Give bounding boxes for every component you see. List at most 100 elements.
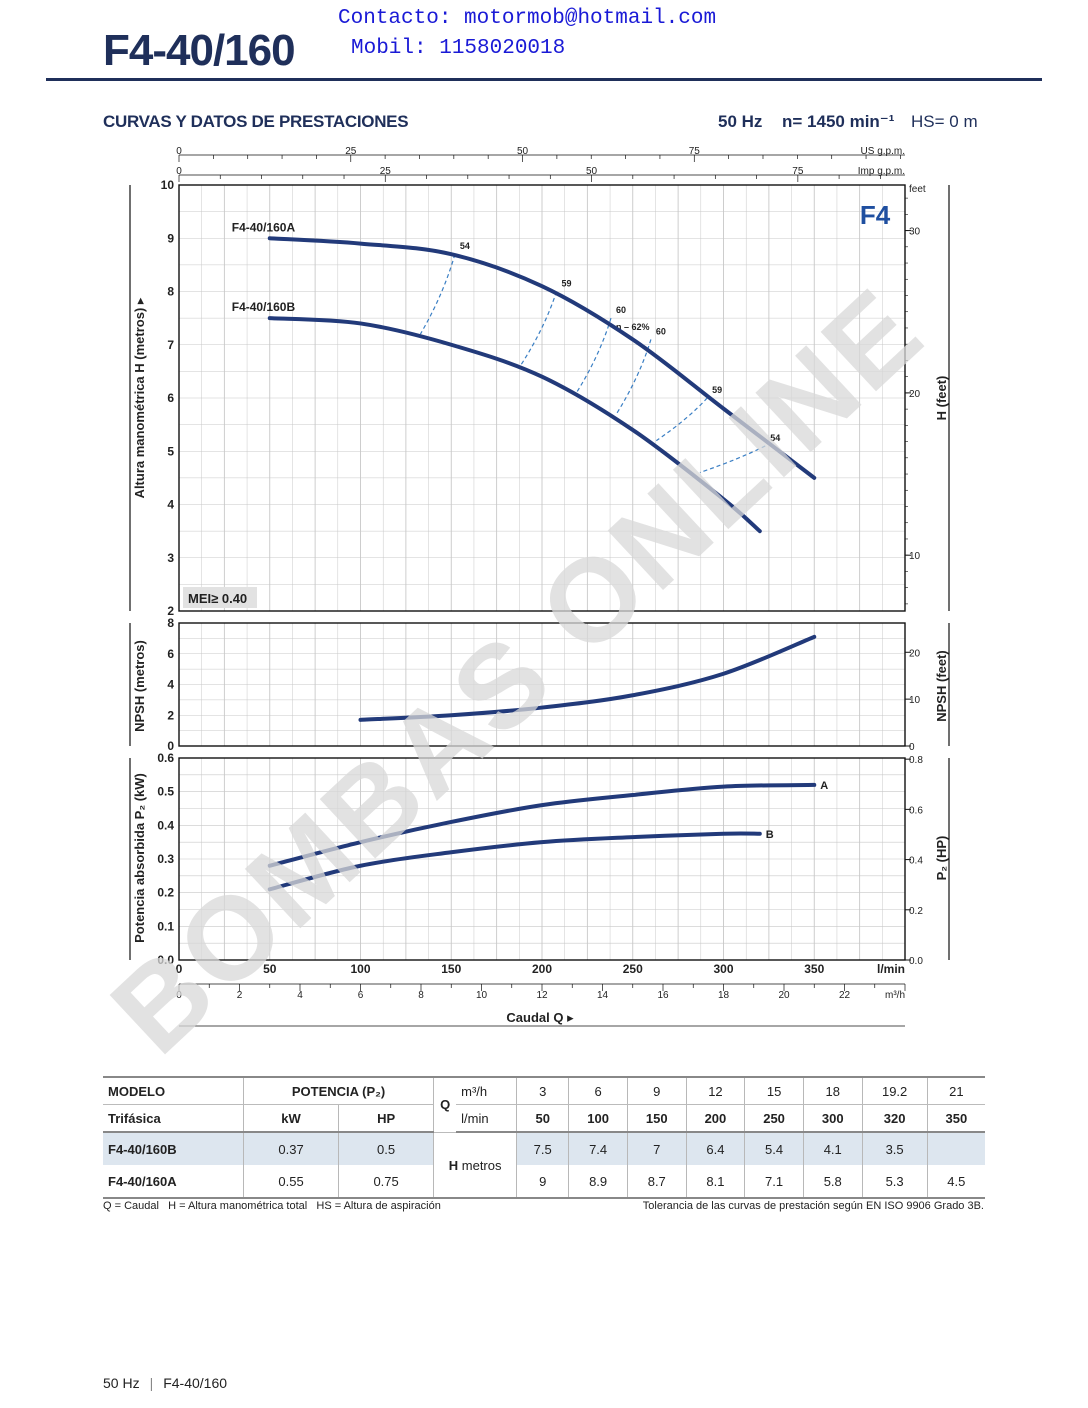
th-m3h: m³/h xyxy=(456,1076,518,1105)
right-axis-label: 10 xyxy=(909,695,921,706)
y-tick-label: 4 xyxy=(167,498,174,512)
right-axis-unit: feet xyxy=(909,184,926,195)
watermark: BOMBAS ONLINE xyxy=(87,263,949,1060)
panel-1-frame xyxy=(178,622,906,747)
m3h-tick-label: 12 xyxy=(536,990,548,1001)
spec-frequency: 50 Hz xyxy=(718,112,763,131)
x-axis-title: Caudal Q ▸ xyxy=(506,1010,574,1025)
y-axis-title-h: Altura manométrica H (metros) ▸ xyxy=(132,297,147,498)
th-lmin-2: 150 xyxy=(627,1104,687,1133)
y-axis-title-hp: P₂ (HP) xyxy=(934,836,949,881)
top-axis-label: 0 xyxy=(176,166,182,177)
th-lmin-0: 50 xyxy=(516,1104,570,1133)
y-tick-label: 10 xyxy=(161,178,175,192)
y-axis-title-power: Potencia absorbida P₂ (kW) xyxy=(132,773,147,943)
footer-model: F4-40/160 xyxy=(163,1375,228,1391)
mei-box xyxy=(183,587,257,608)
h-value: 7.1 xyxy=(744,1165,804,1199)
contact-mobile: Mobil: 1158020018 xyxy=(351,37,566,60)
right-axis-label: 20 xyxy=(909,648,921,659)
x-tick-label: 200 xyxy=(532,962,552,976)
right-axis-label: 0.6 xyxy=(909,805,923,816)
top-axis-unit: Imp g.p.m. xyxy=(858,166,905,177)
x-tick-label: 50 xyxy=(263,962,277,976)
h-value: 7.4 xyxy=(568,1132,628,1165)
y-tick-label: 0 xyxy=(167,739,174,753)
th-kw: kW xyxy=(243,1104,340,1133)
title-divider xyxy=(46,78,1042,81)
y-tick-label: 8 xyxy=(167,285,174,299)
y-tick-label: 0.6 xyxy=(157,751,174,765)
y-tick-label: 0.2 xyxy=(157,886,174,900)
y-tick-label: 8 xyxy=(167,616,174,630)
y-tick-label: 3 xyxy=(167,551,174,565)
efficiency-label: 54 xyxy=(460,241,470,251)
power-curve-a xyxy=(267,782,817,868)
top-axis-label: 50 xyxy=(517,146,529,157)
hq-curve-label: F4-40/160B xyxy=(232,300,296,314)
th-hp: HP xyxy=(338,1104,435,1133)
right-axis-label: 30 xyxy=(909,227,921,238)
table-row: F4-40/160B 0.37 0.5 H metros 7.5 7.4 7 6… xyxy=(103,1132,985,1199)
efficiency-label: 60 xyxy=(616,305,626,315)
right-axis-label: 10 xyxy=(909,551,921,562)
x-tick-label: 350 xyxy=(804,962,824,976)
right-axis-label: 0 xyxy=(909,742,915,753)
x-axis-unit: l/min xyxy=(877,962,905,976)
top-axis-unit: US g.p.m. xyxy=(861,146,905,157)
th-q: Q xyxy=(433,1076,457,1133)
y-tick-label: 0.1 xyxy=(157,919,174,933)
m3h-tick-label: 6 xyxy=(358,990,364,1001)
y-axis-title-npsh: NPSH (metros) xyxy=(132,640,147,732)
power-kw: 0.55 xyxy=(243,1165,340,1199)
table-row: F4-40/160A 0.55 0.75 9 8.9 8.7 8.1 7.1 5… xyxy=(103,1165,985,1199)
x-tick-label: 250 xyxy=(623,962,643,976)
m3h-tick-label: 4 xyxy=(297,990,303,1001)
efficiency-label: 60 xyxy=(656,326,666,336)
efficiency-max-label: η – 62% xyxy=(616,322,650,332)
y-axis-title-npsh-feet: NPSH (feet) xyxy=(934,650,949,722)
th-trifasica: Trifásica xyxy=(103,1104,244,1133)
footer-frequency: 50 Hz xyxy=(103,1375,140,1391)
model-name: F4-40/160A xyxy=(103,1165,244,1199)
h-value: 9 xyxy=(516,1165,570,1199)
top-axis-label: 0 xyxy=(176,146,182,157)
th-lmin-6: 320 xyxy=(862,1104,928,1133)
y-tick-label: 0.0 xyxy=(157,953,174,967)
m3h-tick-label: 8 xyxy=(418,990,424,1001)
top-axis-label: 50 xyxy=(586,166,598,177)
top-axis-label: 25 xyxy=(380,166,392,177)
model-name: F4-40/160B xyxy=(103,1132,244,1165)
h-value: 5.8 xyxy=(803,1165,863,1199)
top-axis-label: 25 xyxy=(345,146,357,157)
panel-0-frame xyxy=(178,184,906,612)
tolerance-footnote: Tolerancia de las curvas de prestación s… xyxy=(642,1200,984,1212)
th-m3h-1: 6 xyxy=(568,1076,628,1105)
panel-2-grid xyxy=(178,757,906,961)
y-tick-label: 2 xyxy=(167,708,174,722)
th-modelo: MODELO xyxy=(103,1076,244,1105)
y-tick-label: 0.5 xyxy=(157,785,174,799)
y-tick-label: 6 xyxy=(167,647,174,661)
x-tick-label: 100 xyxy=(350,962,370,976)
m3h-axis-unit: m³/h xyxy=(885,990,905,1001)
y-tick-label: 0.4 xyxy=(157,818,174,832)
h-value: 8.1 xyxy=(686,1165,746,1199)
th-potencia: POTENCIA (P₂) xyxy=(243,1076,435,1105)
h-value: 5.3 xyxy=(862,1165,928,1199)
th-m3h-4: 15 xyxy=(744,1076,804,1105)
power-hp: 0.75 xyxy=(338,1165,435,1199)
h-value: 8.9 xyxy=(568,1165,628,1199)
page-footer: 50 Hz | F4-40/160 xyxy=(103,1375,228,1391)
power-kw: 0.37 xyxy=(243,1132,340,1165)
right-axis-label: 20 xyxy=(909,389,921,400)
efficiency-line xyxy=(575,317,612,393)
efficiency-line xyxy=(519,291,558,367)
x-tick-label: 150 xyxy=(441,962,461,976)
x-tick-label: 300 xyxy=(713,962,733,976)
page-title: F4-40/160 xyxy=(103,26,296,75)
section-title: CURVAS Y DATOS DE PRESTACIONES xyxy=(103,112,409,131)
h-metros-label: H metros xyxy=(433,1132,518,1199)
th-m3h-7: 21 xyxy=(927,1076,985,1105)
